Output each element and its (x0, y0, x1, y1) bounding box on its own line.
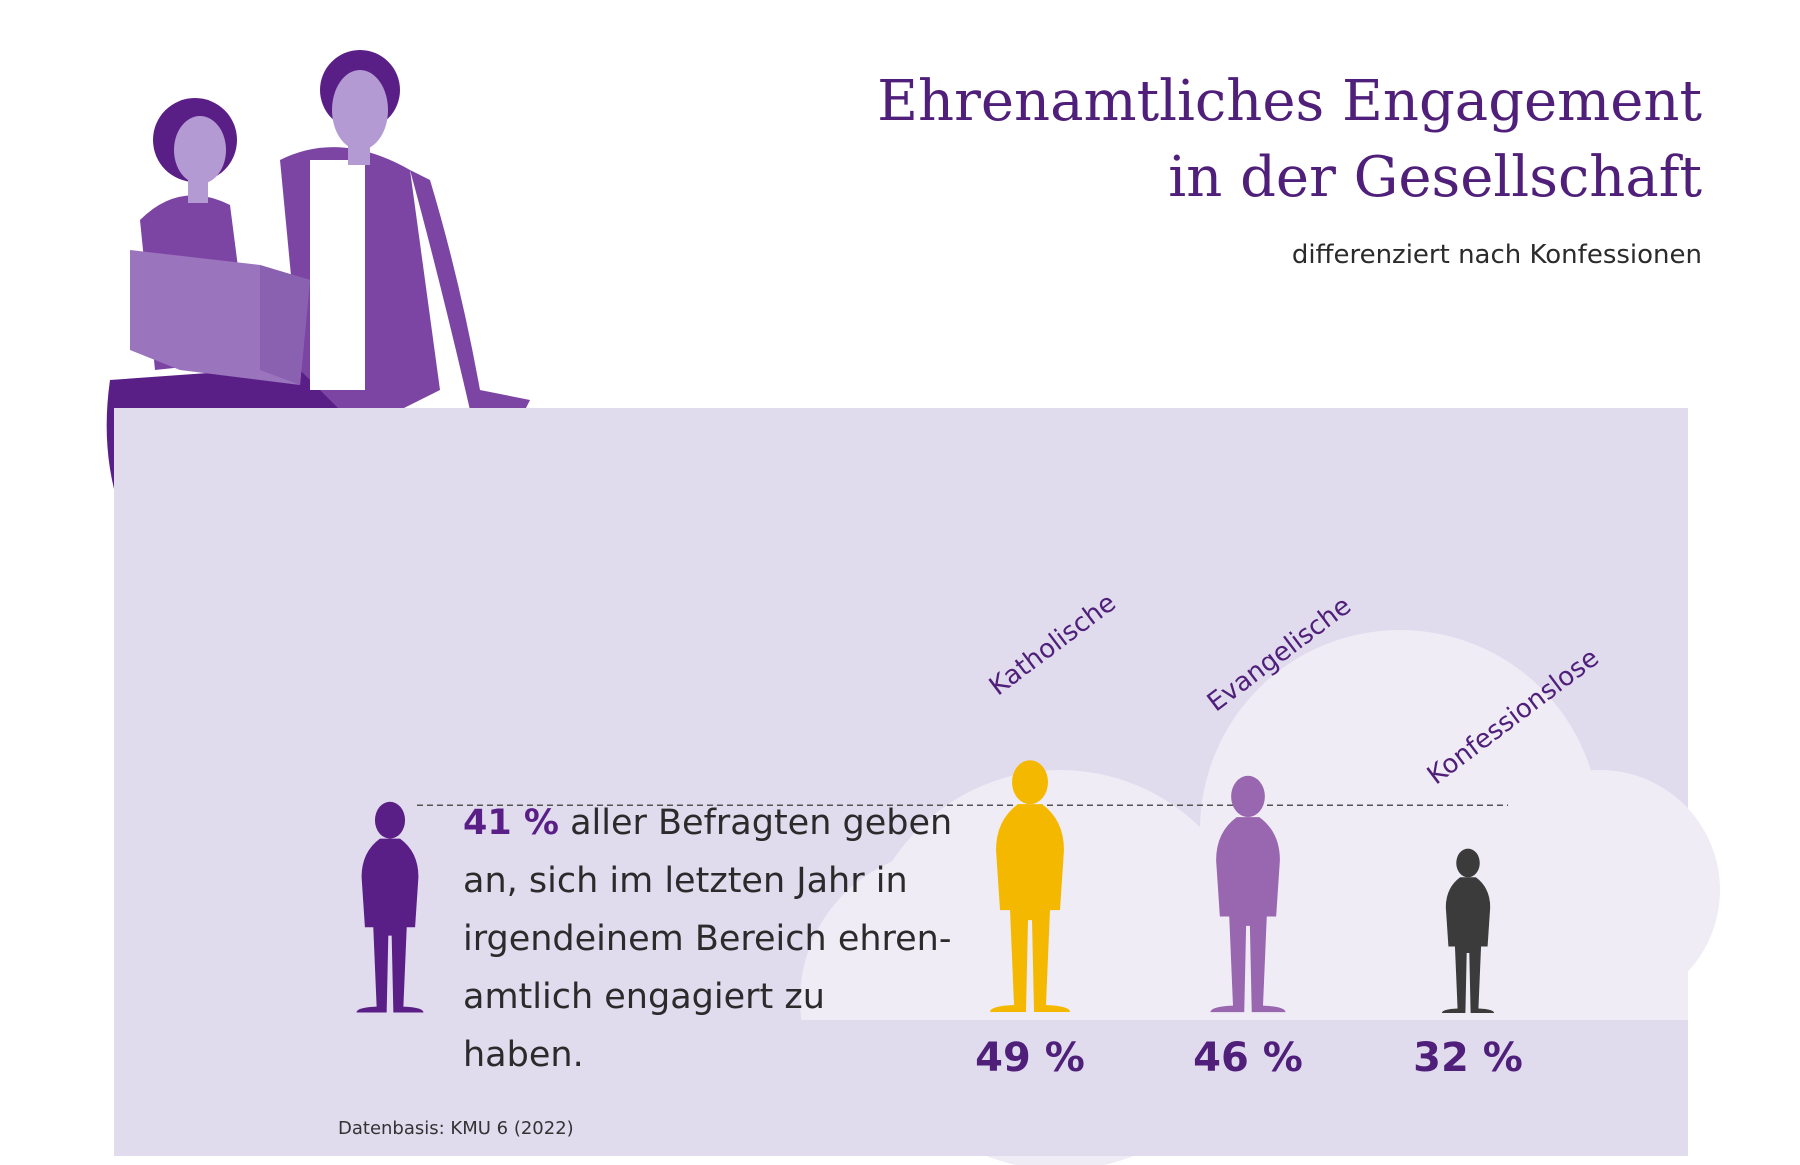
value-label: 49 % (975, 1035, 1085, 1081)
reference-figure (356, 801, 424, 1013)
value-label: 32 % (1413, 1035, 1523, 1081)
bar-figure-konfessionslose (1441, 848, 1495, 1014)
value-label: 46 % (1193, 1035, 1303, 1081)
bar-figure-katholische (990, 760, 1070, 1013)
chart-subtitle: differenziert nach Konfessionen (1291, 240, 1702, 270)
chart-title: Ehrenamtliches Engagement in der Gesells… (877, 64, 1702, 216)
callout-body: aller Befragten geben an, sich im letzte… (463, 803, 953, 1075)
source-note: Datenbasis: KMU 6 (2022) (338, 1118, 574, 1139)
bar-figure-evangelische (1210, 775, 1286, 1013)
title-line-2: in der Gesellschaft (1168, 145, 1702, 210)
title-line-1: Ehrenamtliches Engagement (877, 69, 1702, 134)
callout-text: 41 % aller Befragten geben an, sich im l… (463, 794, 953, 1084)
callout-percent: 41 % (463, 803, 559, 843)
